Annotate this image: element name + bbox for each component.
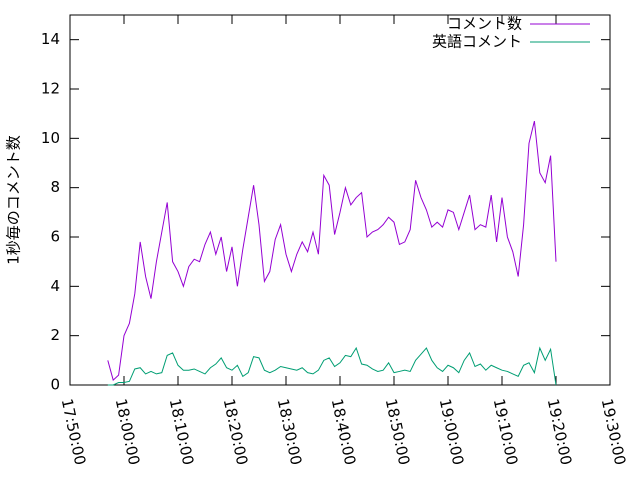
series-line [107, 120, 557, 381]
y-tick-label: 14 [41, 30, 60, 48]
x-tick-label: 18:30:00 [274, 397, 306, 467]
x-tick-label: 18:40:00 [328, 397, 360, 467]
x-tick-label: 18:50:00 [382, 397, 414, 467]
x-tick-label: 17:50:00 [58, 397, 90, 467]
y-axis-label: 1秒毎のコメント数 [5, 135, 23, 265]
legend-label: 英語コメント [432, 33, 522, 51]
x-tick-label: 19:20:00 [544, 397, 576, 467]
plot-border [69, 14, 611, 386]
x-tick-label: 18:10:00 [166, 397, 198, 467]
x-tick-label: 18:00:00 [112, 397, 144, 467]
x-tick-label: 18:20:00 [220, 397, 252, 467]
x-tick-label: 19:10:00 [490, 397, 522, 467]
series-line [107, 346, 557, 386]
y-tick-label: 0 [50, 376, 60, 394]
x-tick-label: 19:00:00 [436, 397, 468, 467]
y-tick-label: 2 [50, 326, 60, 344]
y-tick-label: 8 [50, 178, 60, 196]
x-tick-label: 19:30:00 [598, 397, 630, 467]
y-tick-label: 12 [41, 80, 60, 98]
y-tick-label: 4 [50, 277, 60, 295]
y-tick-label: 6 [50, 228, 60, 246]
legend-label: コメント数 [447, 15, 522, 33]
y-tick-label: 10 [41, 129, 60, 147]
